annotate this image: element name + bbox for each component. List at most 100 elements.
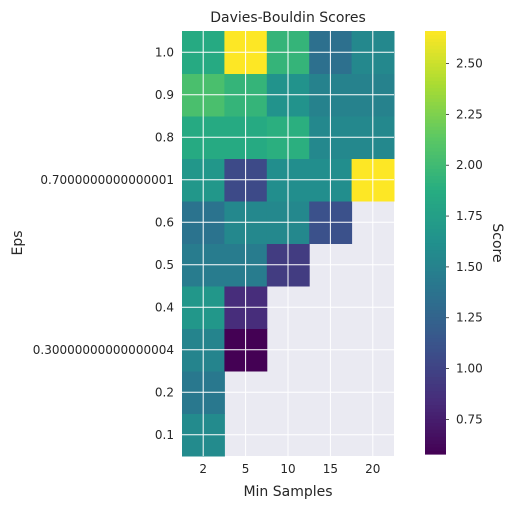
colorbar-segment (425, 221, 446, 226)
colorbar-segment (425, 369, 446, 374)
colorbar-segment (425, 203, 446, 208)
chart-title: Davies-Bouldin Scores (210, 10, 366, 26)
colorbar-segment (425, 242, 446, 247)
y-tick-label: 0.5 (155, 258, 174, 272)
colorbar-segment (425, 90, 446, 96)
colorbar-segment (425, 383, 446, 388)
colorbar-segment (425, 31, 446, 36)
colorbar-segment (425, 140, 446, 145)
x-tick-label: 2 (199, 462, 207, 476)
y-tick-label: 0.8 (155, 130, 174, 144)
colorbar-segment (425, 401, 446, 406)
colorbar-segment (425, 231, 446, 237)
colorbar-segment (425, 48, 446, 53)
colorbar-segment (425, 302, 446, 307)
y-tick-label: 0.1 (155, 428, 174, 442)
colorbar-segment (425, 330, 446, 335)
colorbar-segment (425, 253, 446, 258)
colorbar-segment (425, 439, 446, 445)
colorbar-segment (425, 270, 446, 275)
colorbar-segment (425, 143, 446, 148)
heatmap-gridlines (182, 31, 394, 456)
colorbar-segment (425, 246, 446, 251)
colorbar-segment (425, 327, 446, 332)
colorbar-segment (425, 105, 446, 110)
colorbar-segment (425, 101, 446, 106)
x-tick-label: 10 (280, 462, 295, 476)
colorbar-segment (425, 267, 446, 272)
colorbar-segment (425, 432, 446, 437)
colorbar-segment (425, 34, 446, 39)
colorbar-segment (425, 112, 446, 117)
colorbar-segment (425, 355, 446, 360)
colorbar-segment (425, 344, 446, 349)
y-tick-label: 0.7000000000000001 (40, 173, 174, 187)
colorbar-segment (425, 73, 446, 78)
colorbar-segment (425, 411, 446, 416)
colorbar-segment (425, 298, 446, 304)
colorbar-segment (425, 189, 446, 194)
colorbar-segment (425, 108, 446, 113)
colorbar: 0.75 1.00 1.25 1.50 1.75 2.00 2.25 2.50 (425, 31, 483, 455)
colorbar-segment (425, 387, 446, 392)
colorbar-segment (425, 126, 446, 131)
colorbar-segment (425, 295, 446, 300)
colorbar-segment (425, 45, 446, 50)
y-tick-labels: 0.1 0.2 0.30000000000000004 0.4 0.5 0.6 0.7000… (33, 45, 174, 442)
x-tick-label: 20 (365, 462, 380, 476)
colorbar-segment (425, 390, 446, 395)
x-tick-label: 15 (323, 462, 338, 476)
y-axis-label: Eps (10, 230, 26, 255)
colorbar-segment (425, 69, 446, 74)
y-tick-label: 1.0 (155, 45, 174, 59)
colorbar-segment (425, 425, 446, 430)
colorbar-segment (425, 200, 446, 205)
colorbar-segment (425, 94, 446, 99)
colorbar-segment (425, 305, 446, 311)
colorbar-segment (425, 129, 446, 134)
colorbar-segment (425, 115, 446, 120)
colorbar-segment (425, 164, 446, 170)
colorbar-segment (425, 133, 446, 138)
y-tick-label: 0.4 (155, 300, 174, 314)
colorbar-segment (425, 249, 446, 254)
colorbar-segment (425, 418, 446, 423)
colorbar-segment (425, 284, 446, 289)
y-tick-label: 0.9 (155, 88, 174, 102)
colorbar-label: Score (489, 223, 505, 262)
colorbar-segment (425, 334, 446, 339)
colorbar-segment (425, 154, 446, 159)
x-axis-label: Min Samples (243, 484, 332, 500)
colorbar-segment (425, 436, 446, 441)
colorbar-tick-label: 1.50 (456, 260, 483, 274)
colorbar-segment (425, 277, 446, 282)
colorbar-segment (425, 217, 446, 222)
colorbar-segment (425, 97, 446, 103)
colorbar-segment (425, 76, 446, 81)
colorbar-segment (425, 214, 446, 219)
colorbar-segment (425, 41, 446, 46)
colorbar-segment (425, 161, 446, 166)
colorbar-segment (425, 316, 446, 321)
colorbar-segment (425, 87, 446, 92)
colorbar-tick-label: 2.50 (456, 57, 483, 71)
colorbar-segment (425, 80, 446, 85)
colorbar-segment (425, 422, 446, 427)
x-tick-label: 5 (242, 462, 250, 476)
colorbar-segment (425, 376, 446, 381)
colorbar-segment (425, 450, 446, 455)
colorbar-segment (425, 157, 446, 163)
colorbar-segment (425, 119, 446, 124)
colorbar-segment (425, 408, 446, 413)
colorbar-segment (425, 147, 446, 152)
colorbar-segment (425, 196, 446, 201)
y-tick-label: 0.6 (155, 215, 174, 229)
colorbar-segment (425, 263, 446, 268)
colorbar-segment (425, 38, 446, 43)
colorbar-segment (425, 228, 446, 233)
colorbar-segment (425, 415, 446, 420)
colorbar-segment (425, 224, 446, 229)
colorbar-segment (425, 313, 446, 318)
colorbar-tick-label: 1.00 (456, 362, 483, 376)
colorbar-segment (425, 443, 446, 448)
